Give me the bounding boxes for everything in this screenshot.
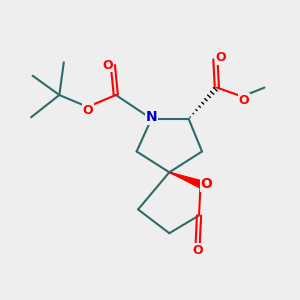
Text: O: O	[102, 59, 113, 72]
Text: O: O	[200, 177, 212, 191]
Text: O: O	[192, 244, 203, 257]
Text: O: O	[238, 94, 249, 106]
Polygon shape	[169, 172, 202, 188]
Text: O: O	[82, 104, 93, 117]
Text: O: O	[215, 51, 226, 64]
Text: N: N	[146, 110, 157, 124]
